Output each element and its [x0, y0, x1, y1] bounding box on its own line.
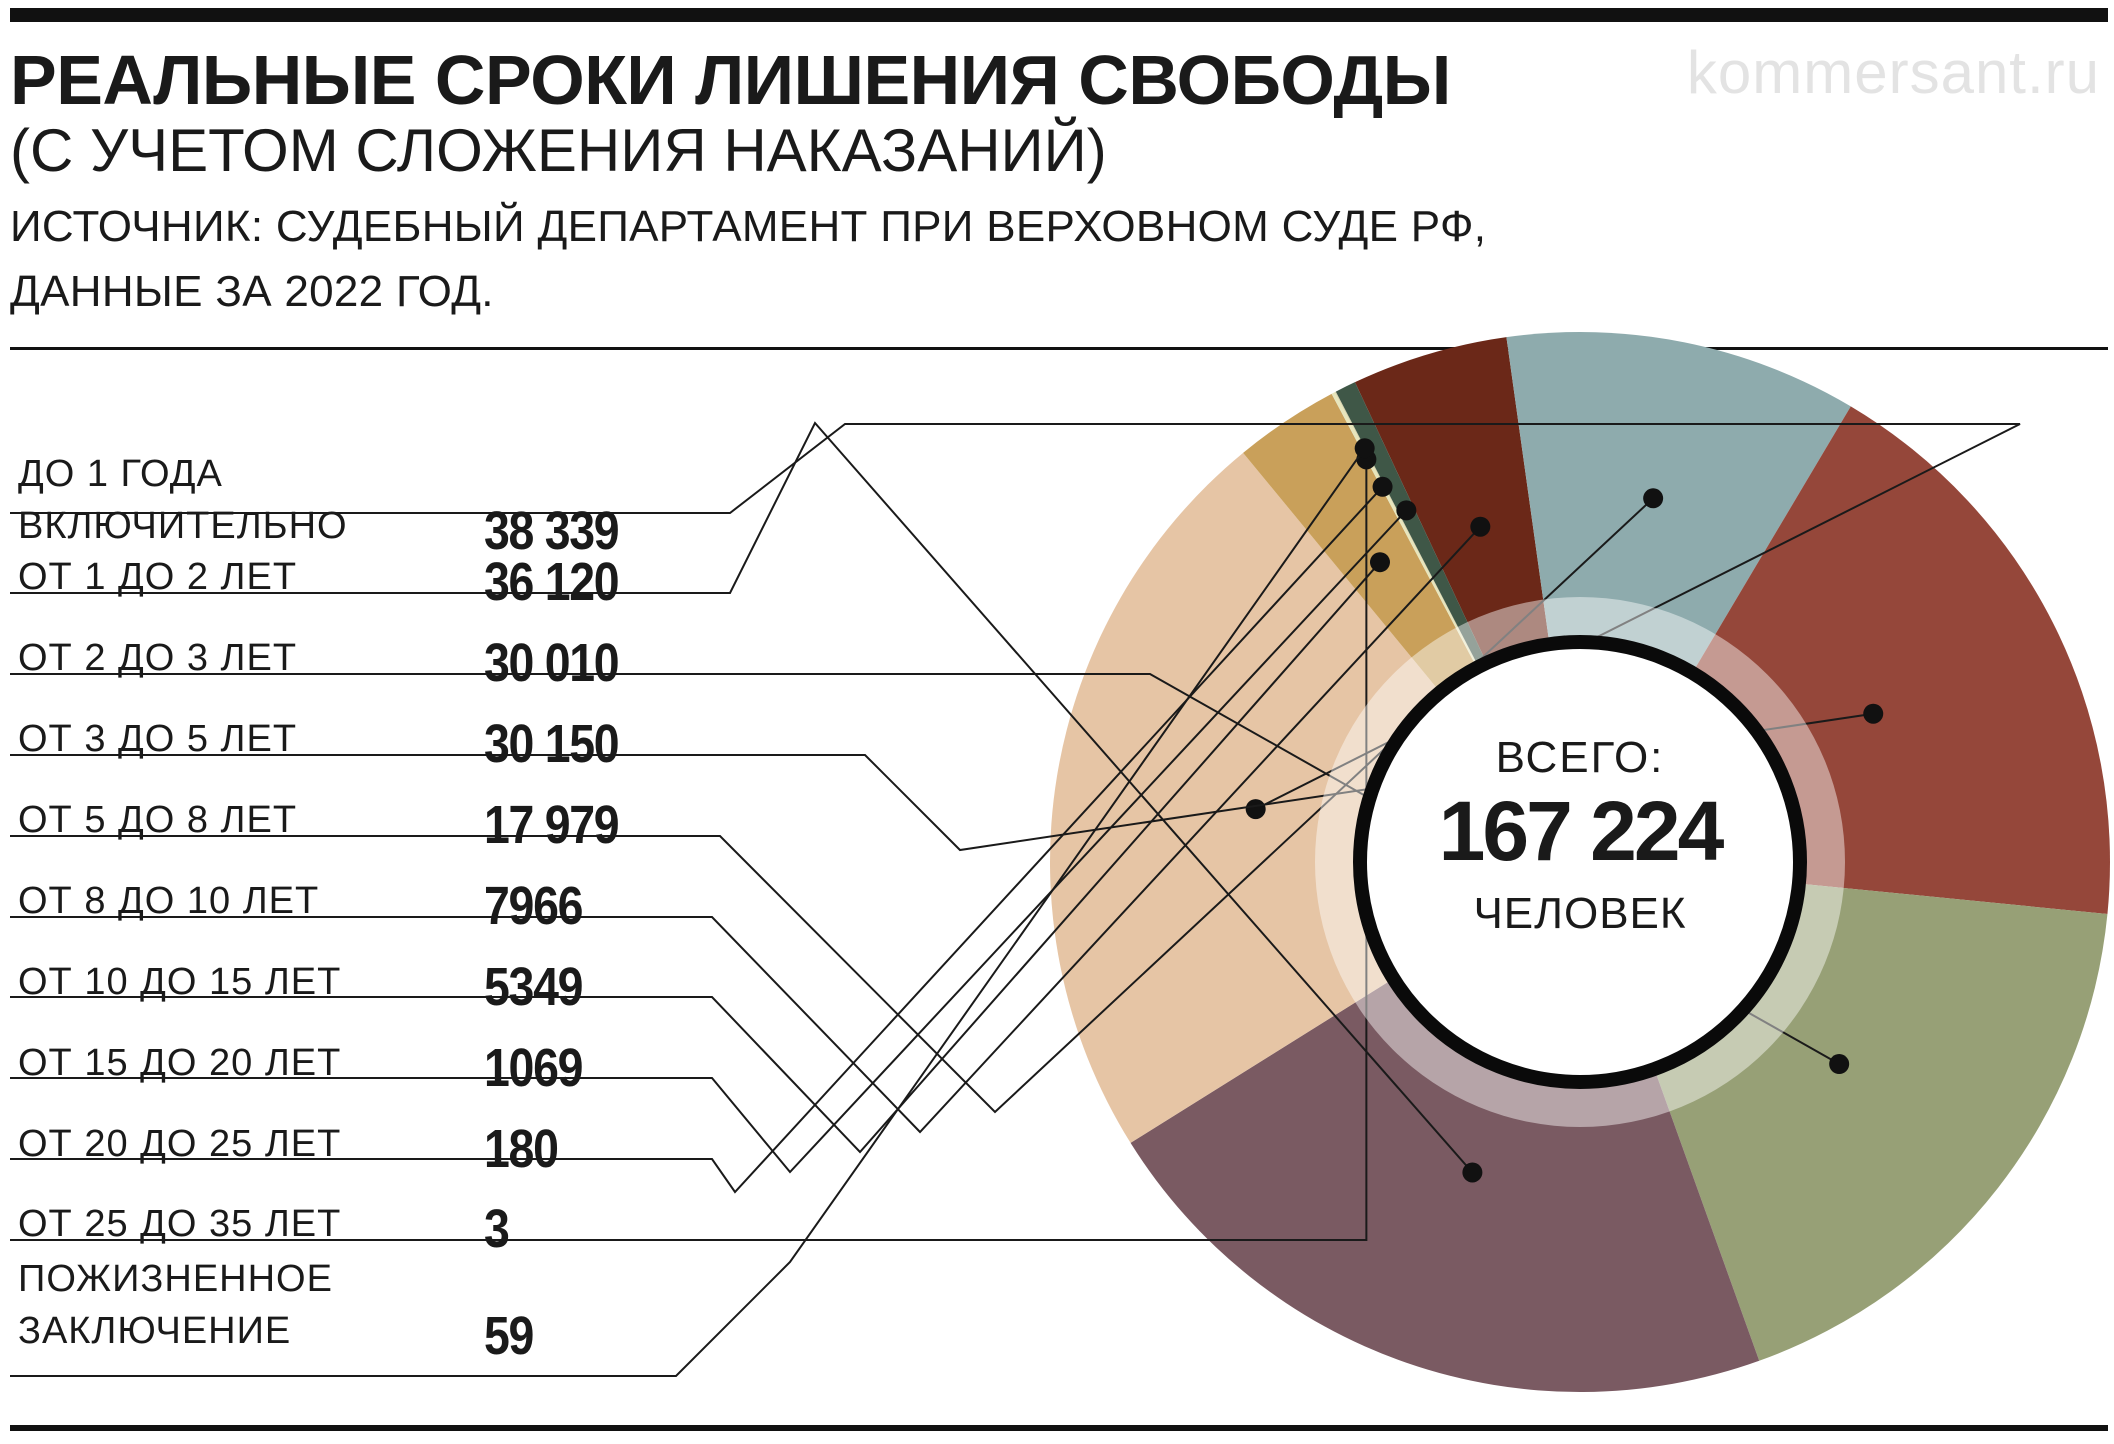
leader-dot-5 [1643, 488, 1664, 509]
leader-line-9 [10, 486, 1384, 1194]
source-line-2: ДАННЫЕ ЗА 2022 ГОД. [10, 267, 494, 316]
leader-dot-8 [1396, 500, 1417, 521]
leader-line-8 [10, 509, 1408, 1174]
chart-subtitle: (С УЧЕТОМ СЛОЖЕНИЯ НАКАЗАНИЙ) [10, 117, 1107, 184]
bottom-rule [10, 1425, 2108, 1431]
leader-dot-7 [1369, 552, 1390, 573]
row-value: 30 150 [484, 714, 620, 774]
leader-line-7 [10, 561, 1381, 1154]
leader-dot-4 [1863, 703, 1884, 724]
leader-line-2 [10, 421, 1474, 1174]
row-label: ОТ 5 ДО 8 ЛЕТ [18, 799, 298, 841]
header-divider [10, 347, 2108, 350]
row-label: ВКЛЮЧИТЕЛЬНО [18, 505, 348, 547]
row-label: ОТ 3 ДО 5 ЛЕТ [18, 718, 298, 760]
center-label-bottom: ЧЕЛОВЕК [1473, 889, 1686, 938]
center-label-top: ВСЕГО: [1496, 733, 1665, 782]
row-value: 7966 [484, 876, 583, 936]
row-label: ОТ 20 ДО 25 ЛЕТ [18, 1123, 342, 1165]
row-value: 180 [484, 1119, 559, 1179]
leader-line-5 [10, 497, 1654, 1114]
row-label: ЗАКЛЮЧЕНИЕ [18, 1310, 292, 1352]
leader-line-1 [10, 423, 2021, 810]
row-value: 36 120 [484, 552, 620, 612]
source-line-1: ИСТОЧНИК: СУДЕБНЫЙ ДЕПАРТАМЕНТ ПРИ ВЕРХО… [10, 202, 1487, 251]
row-value: 1069 [484, 1038, 583, 1098]
row-value: 38 339 [484, 501, 620, 561]
leader-dot-1 [1245, 799, 1266, 820]
leader-line-10 [10, 459, 1368, 1241]
row-value: 30 010 [484, 633, 620, 693]
leader-dot-6 [1470, 516, 1491, 537]
leader-dot-11 [1354, 438, 1375, 459]
center-total: 167 224 [1439, 784, 1725, 878]
top-rule [10, 8, 2108, 22]
leader-lines [10, 421, 2021, 1377]
row-label: ОТ 8 ДО 10 ЛЕТ [18, 880, 320, 922]
leader-line-11 [10, 447, 1366, 1377]
row-value: 17 979 [484, 795, 620, 855]
row-label: ДО 1 ГОДА [18, 453, 223, 495]
chart-title: РЕАЛЬНЫЕ СРОКИ ЛИШЕНИЯ СВОБОДЫ [10, 41, 1451, 119]
watermark: kommersant.ru [1686, 39, 2100, 106]
row-value: 5349 [484, 957, 583, 1017]
row-value: 59 [484, 1306, 534, 1366]
row-label: ОТ 25 ДО 35 ЛЕТ [18, 1203, 342, 1245]
leader-dot-3 [1829, 1054, 1850, 1075]
row-value: 3 [484, 1199, 510, 1259]
row-label: ПОЖИЗНЕННОЕ [18, 1258, 333, 1300]
leader-dot-2 [1462, 1162, 1483, 1183]
row-label: ОТ 2 ДО 3 ЛЕТ [18, 637, 298, 679]
leader-line-6 [10, 526, 1482, 1134]
leader-dot-9 [1372, 476, 1393, 497]
row-label: ОТ 1 ДО 2 ЛЕТ [18, 556, 298, 598]
row-label: ОТ 10 ДО 15 ЛЕТ [18, 961, 342, 1003]
row-label: ОТ 15 ДО 20 ЛЕТ [18, 1042, 342, 1084]
center-hub [1353, 635, 1807, 1089]
